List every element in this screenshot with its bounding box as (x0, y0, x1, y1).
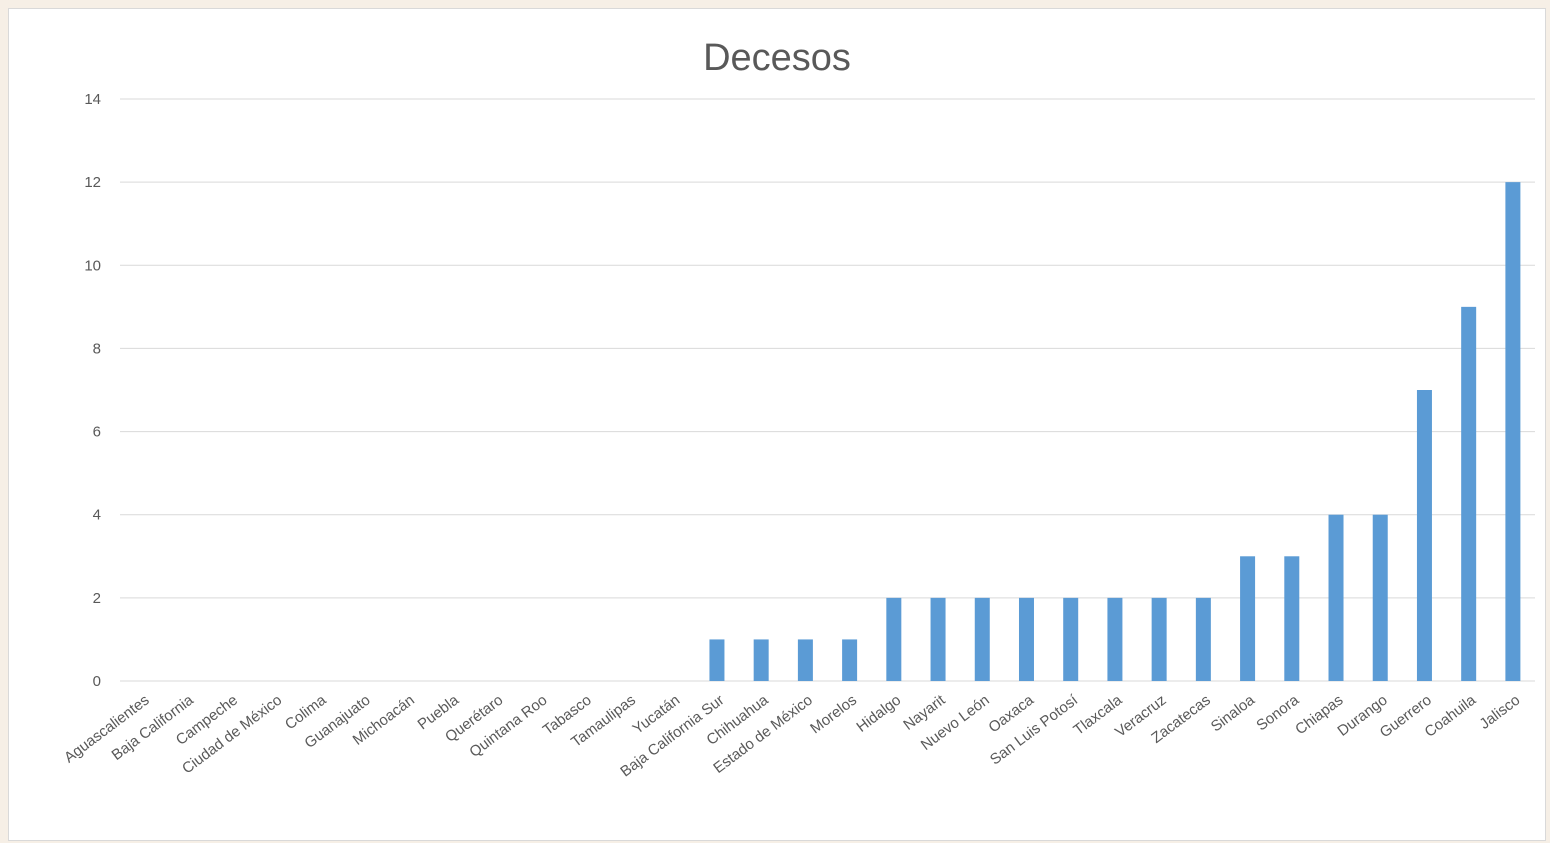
bar (1240, 556, 1256, 681)
bar (1284, 556, 1300, 681)
bar (1505, 182, 1521, 681)
y-tick-label: 0 (93, 673, 101, 690)
bar (1328, 514, 1344, 681)
y-tick-label: 2 (93, 590, 101, 607)
x-category-label: Coahuila (1422, 691, 1480, 741)
bars (709, 182, 1521, 681)
y-axis-ticks: 0 2 4 6 8 10 12 14 (84, 91, 101, 690)
y-tick-label: 8 (93, 340, 101, 357)
bar (1461, 306, 1477, 681)
bar (1107, 597, 1123, 681)
y-tick-label: 6 (93, 424, 101, 441)
x-category-label: Hidalgo (853, 692, 904, 736)
bar (1018, 597, 1034, 681)
bar (1063, 597, 1079, 681)
bar (930, 597, 946, 681)
bar (1151, 597, 1167, 681)
bar (753, 639, 769, 681)
y-tick-label: 4 (93, 507, 101, 524)
bar (1416, 390, 1432, 681)
x-category-label: Sinaloa (1208, 691, 1259, 735)
bar (709, 639, 725, 681)
bar (842, 639, 858, 681)
bar (886, 597, 902, 681)
bar (1195, 597, 1211, 681)
x-category-label: Morelos (807, 692, 860, 738)
gridlines (120, 98, 1535, 682)
x-category-label: Jalisco (1476, 692, 1523, 733)
chart-title: Decesos (703, 37, 851, 79)
bar (974, 597, 990, 681)
bar (797, 639, 813, 681)
bar (1372, 514, 1388, 681)
chart-panel: Decesos (8, 8, 1546, 841)
y-tick-label: 12 (84, 174, 101, 191)
y-tick-label: 14 (84, 91, 101, 108)
y-tick-label: 10 (84, 257, 101, 274)
x-category-label: Quintana Roo (466, 692, 550, 761)
